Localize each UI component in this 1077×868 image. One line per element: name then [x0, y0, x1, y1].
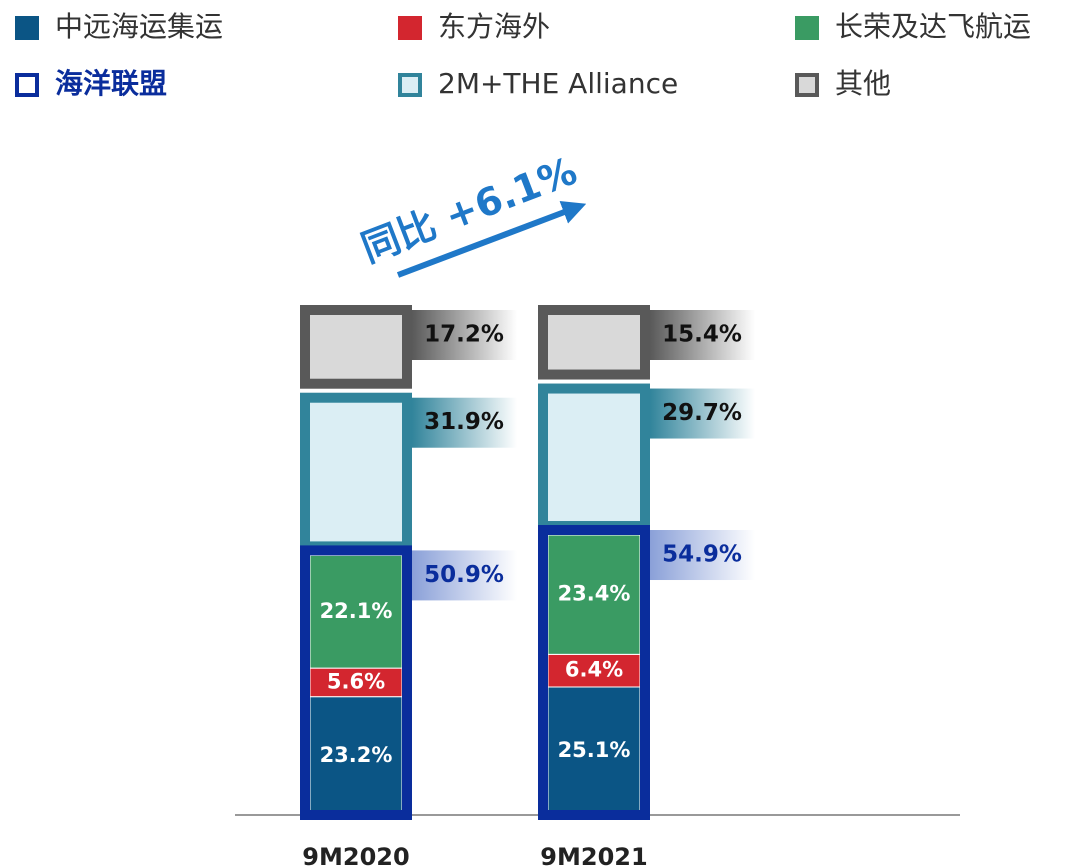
legend-label: 长荣及达飞航运 — [835, 10, 1031, 43]
bar-box — [538, 305, 650, 380]
value-label: 25.1% — [558, 738, 631, 762]
bar-box — [300, 392, 412, 552]
label-tab — [412, 397, 517, 448]
value-label: 29.7% — [662, 400, 742, 426]
group-outline — [300, 545, 412, 820]
annotation: 同比 +6.1% — [356, 149, 583, 271]
legend-label: 其他 — [835, 67, 891, 100]
legend-swatch — [398, 16, 422, 40]
value-label: 17.2% — [424, 322, 504, 348]
legend-swatch — [15, 73, 39, 97]
value-label: 6.4% — [565, 658, 623, 682]
legend-swatch — [795, 16, 819, 40]
trend-arrow — [396, 201, 587, 278]
x-tick-label: 9M2020 — [302, 843, 409, 868]
value-label: 50.9% — [424, 562, 504, 588]
value-label: 23.2% — [320, 743, 393, 767]
group-outline — [538, 525, 650, 820]
value-label: 23.4% — [558, 582, 631, 606]
legend-label: 2M+THE Alliance — [438, 67, 678, 100]
value-label: 15.4% — [662, 322, 742, 348]
legend-swatch — [398, 73, 422, 97]
legend-label: 中远海运集运 — [55, 10, 223, 43]
label-tab — [650, 388, 755, 439]
label-tab — [650, 530, 755, 581]
value-label: 5.6% — [327, 669, 385, 693]
bar-box — [538, 383, 650, 532]
value-label: 22.1% — [320, 599, 393, 623]
legend-swatch — [15, 16, 39, 40]
legend-label: 海洋联盟 — [55, 67, 167, 100]
value-label: 31.9% — [424, 409, 504, 435]
legend-label: 东方海外 — [438, 10, 550, 43]
label-tab — [412, 310, 517, 360]
label-tab — [412, 550, 517, 601]
value-label: 54.9% — [662, 542, 742, 568]
bar-box — [300, 305, 412, 389]
x-tick-label: 9M2021 — [540, 843, 647, 868]
label-tab — [650, 310, 755, 360]
legend-swatch — [795, 73, 819, 97]
